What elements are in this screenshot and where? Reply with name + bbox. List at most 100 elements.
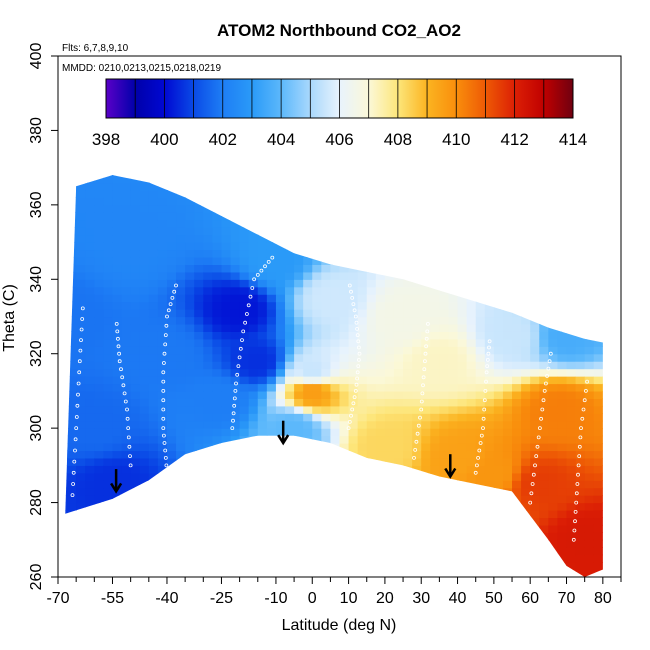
- field-cell: [357, 279, 368, 288]
- field-cell: [67, 524, 77, 533]
- field-cell: [584, 487, 595, 496]
- field-cell: [321, 420, 332, 429]
- field-cell: [393, 420, 404, 429]
- field-cell: [85, 457, 95, 466]
- field-cell: [148, 480, 159, 489]
- field-cell: [512, 465, 522, 474]
- field-cell: [430, 569, 440, 578]
- field-cell: [375, 487, 386, 496]
- field-cell: [384, 443, 395, 452]
- field-cell: [612, 398, 622, 406]
- field-cell: [521, 234, 531, 243]
- field-cell: [212, 301, 223, 310]
- field-cell: [203, 547, 213, 556]
- field-cell: [321, 338, 332, 347]
- field-cell: [575, 316, 586, 325]
- field-cell: [185, 569, 195, 578]
- field-cell: [257, 294, 268, 303]
- field-cell: [557, 472, 568, 481]
- field-cell: [575, 495, 586, 504]
- field-cell: [221, 495, 232, 504]
- field-cell: [448, 331, 459, 340]
- field-cell: [412, 554, 422, 563]
- field-cell: [285, 271, 295, 280]
- field-cell: [475, 271, 486, 280]
- track-point: [241, 329, 246, 334]
- field-cell: [439, 495, 450, 504]
- field-cell: [539, 517, 549, 526]
- field-cell: [294, 227, 304, 236]
- colorbar-tick-label: 404: [267, 130, 295, 149]
- field-cell: [157, 353, 168, 362]
- field-cell: [330, 182, 341, 191]
- field-cell: [76, 256, 86, 265]
- field-cell: [121, 376, 132, 385]
- field-cell: [539, 450, 549, 459]
- field-cell: [257, 264, 268, 273]
- field-cell: [421, 189, 431, 199]
- track-point: [355, 333, 360, 338]
- field-cell: [230, 547, 241, 556]
- field-cell: [130, 428, 141, 437]
- field-cell: [584, 353, 595, 362]
- field-cell: [294, 294, 304, 303]
- x-tick-label: -25: [210, 590, 233, 607]
- field-cell: [67, 428, 77, 437]
- field-cell: [557, 256, 568, 265]
- field-cell: [249, 160, 259, 168]
- field-cell: [384, 465, 395, 474]
- field-cell: [157, 390, 168, 399]
- field-cell: [303, 524, 313, 533]
- field-cell: [339, 353, 350, 362]
- field-cell: [521, 279, 531, 288]
- field-cell: [65, 554, 68, 563]
- field-cell: [239, 480, 250, 489]
- field-cell: [285, 368, 295, 377]
- field-cell: [130, 472, 141, 481]
- field-cell: [294, 495, 304, 504]
- field-cell: [448, 182, 459, 191]
- field-cell: [94, 175, 104, 184]
- field-cell: [303, 301, 313, 310]
- field-cell: [521, 487, 531, 496]
- field-cell: [448, 457, 459, 466]
- field-cell: [575, 472, 586, 481]
- field-cell: [366, 331, 377, 340]
- field-cell: [321, 376, 332, 385]
- field-cell: [121, 539, 132, 548]
- field-cell: [421, 286, 431, 295]
- field-cell: [348, 219, 359, 228]
- field-cell: [403, 376, 413, 385]
- field-cell: [557, 398, 568, 407]
- field-cell: [448, 256, 459, 265]
- field-cell: [121, 547, 132, 556]
- field-cell: [403, 249, 413, 258]
- field-cell: [221, 517, 232, 526]
- field-cell: [339, 480, 350, 489]
- field-cell: [94, 242, 104, 251]
- field-cell: [130, 256, 141, 265]
- field-cell: [466, 428, 477, 437]
- field-cell: [539, 368, 549, 377]
- field-cell: [148, 338, 159, 347]
- field-cell: [257, 361, 268, 370]
- field-cell: [76, 539, 86, 548]
- field-cell: [248, 361, 259, 370]
- field-cell: [330, 175, 341, 184]
- field-cell: [539, 584, 549, 592]
- field-cell: [475, 554, 486, 563]
- field-cell: [203, 316, 213, 325]
- field-cell: [412, 204, 422, 213]
- field-cell: [466, 212, 477, 221]
- field-cell: [230, 465, 241, 474]
- field-cell: [121, 234, 132, 243]
- field-cell: [393, 502, 404, 511]
- field-cell: [212, 294, 223, 303]
- field-cell: [330, 331, 341, 340]
- field-cell: [221, 450, 232, 459]
- field-cell: [539, 189, 549, 199]
- field-cell: [67, 279, 77, 288]
- field-cell: [348, 331, 359, 340]
- field-cell: [566, 316, 577, 325]
- field-cell: [112, 234, 123, 243]
